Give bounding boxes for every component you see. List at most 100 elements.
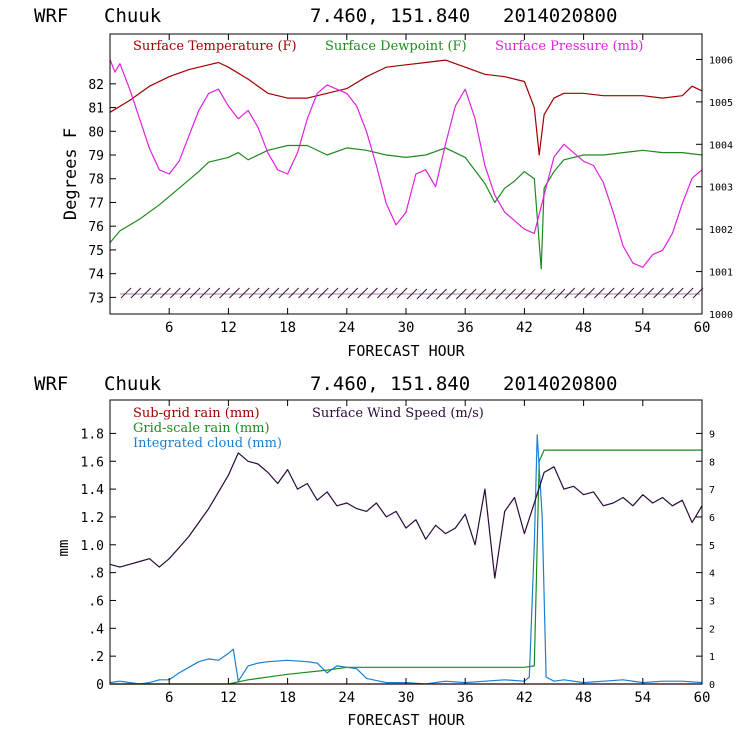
panel2-coords: 7.460, 151.840 [310,373,470,395]
chart1-x-axis-label: FORECAST HOUR [347,342,465,360]
y2-tick-label: 1002 [709,225,733,236]
chart1-legend: Surface Temperature (F) Surface Dewpoint… [133,39,643,54]
y-tick-label: 78 [88,173,104,188]
wind-barb [603,287,615,299]
wind-barb [613,287,625,299]
wind-barb [317,287,329,299]
wind-barb [150,287,161,299]
y2-tick-label: 1005 [709,98,733,109]
y-tick-label: 77 [88,196,104,211]
x-tick-label: 36 [457,320,474,336]
y-tick-label: 76 [88,220,104,235]
wind-barb [367,287,378,299]
y2-tick-label: 1001 [709,268,733,279]
series-surface-dewpoint-f [109,144,703,270]
wind-barb [268,287,280,299]
wind-barb [643,287,655,299]
chart1-frame [109,33,703,315]
x-tick-label: 6 [165,320,173,336]
y-tick-label: 1.8 [81,427,104,442]
y-tick-label: 79 [88,149,104,164]
wind-barb [278,287,290,299]
x-tick-label: 12 [220,320,237,336]
legend-surface-temperature: Surface Temperature (F) [133,39,297,54]
wind-barb [682,287,694,299]
wind-barb [692,287,704,299]
x-tick-label: 42 [516,690,533,706]
y-tick-label: 75 [88,244,104,259]
wind-barb [179,287,191,299]
x-tick-label: 54 [634,320,651,336]
x-tick-label: 60 [694,320,711,336]
wind-barb [288,287,299,299]
y2-tick-label: 1003 [709,183,733,194]
wind-barb [672,287,684,299]
y2-tick-label: 9 [709,429,715,440]
x-tick-label: 6 [165,690,173,706]
wind-barb [248,287,260,299]
wind-barb [633,287,645,299]
wind-barb [308,287,319,299]
wind-barb [663,287,674,299]
x-tick-label: 42 [516,320,533,336]
y-tick-label: .6 [88,594,104,609]
wind-barb [357,287,369,299]
x-tick-label: 30 [398,690,415,706]
chart2-y-ticks: 0 .2 .4 .6 .8 1.0 1.2 1.4 1.6 1.8 [81,427,116,693]
wind-barb [574,287,585,299]
panel2-header: WRF Chuuk 7.460, 151.840 2014020800 [34,373,617,395]
wind-barb [229,287,240,299]
x-tick-label: 24 [338,690,355,706]
y2-tick-label: 2 [709,624,715,635]
y2-tick-label: 7 [709,485,715,496]
y2-tick-label: 6 [709,513,715,524]
chart-rain-cloud-wind: 6 12 18 24 30 36 42 48 54 60 0.2.4.6.81.01.21.41.… [56,399,715,729]
panel2-init: 2014020800 [503,373,617,395]
y-tick-label: 82 [88,78,104,93]
panel1-header: WRF Chuuk 7.460, 151.840 2014020800 [34,5,617,27]
panel2-model: WRF [34,373,68,395]
chart2-series-layer [109,434,703,685]
chart2-x-ticks: 6 12 18 24 30 36 42 48 54 60 [165,400,710,706]
legend-surface-wind-speed: Surface Wind Speed (m/s) [312,406,484,421]
wind-barb [219,287,230,299]
chart1-series-layer [109,59,703,270]
wind-barb [396,287,408,299]
x-tick-label: 18 [279,320,296,336]
wind-barb [160,287,171,299]
legend-grid-scale-rain: Grid-scale rain (mm) [133,421,270,436]
wind-barb [377,287,388,299]
wind-barb [564,287,576,299]
series-integrated-cloud-mm [109,434,703,685]
y2-tick-label: 4 [709,569,715,580]
y2-tick-label: 1 [709,652,715,663]
panel1-model: WRF [34,5,68,27]
x-tick-label: 36 [457,690,474,706]
chart1-y2-ticks: 1000 1001 1002 1003 1004 1005 1006 [696,55,733,321]
y-tick-label: 1.4 [81,483,105,498]
wind-barb [347,287,359,299]
y-tick-label: 81 [88,102,104,117]
wind-barb [189,287,201,299]
y2-tick-label: 1006 [709,55,733,66]
wind-barb [653,287,664,299]
legend-subgrid-rain: Sub-grid rain (mm) [133,406,260,421]
series-surface-pressure-mb [109,59,703,268]
panel2-station: Chuuk [104,373,162,395]
wind-barb [584,287,595,299]
wind-barb [130,287,142,299]
chart1-y-ticks: 73 74 75 76 77 78 79 80 81 82 [88,78,116,306]
wind-barb [199,287,211,299]
x-tick-label: 54 [634,690,651,706]
y2-tick-label: 3 [709,596,715,607]
panel1-init: 2014020800 [503,5,617,27]
x-tick-label: 48 [575,690,592,706]
y-tick-label: .8 [88,567,104,582]
y2-tick-label: 1004 [709,140,733,151]
y2-tick-label: 1000 [709,310,733,321]
chart1-y-axis-label: Degrees F [61,128,81,220]
chart1-wind-barbs [120,287,704,300]
y2-tick-label: 8 [709,457,715,468]
chart1-x-ticks: 6 12 18 24 30 36 42 48 54 60 [165,34,710,336]
